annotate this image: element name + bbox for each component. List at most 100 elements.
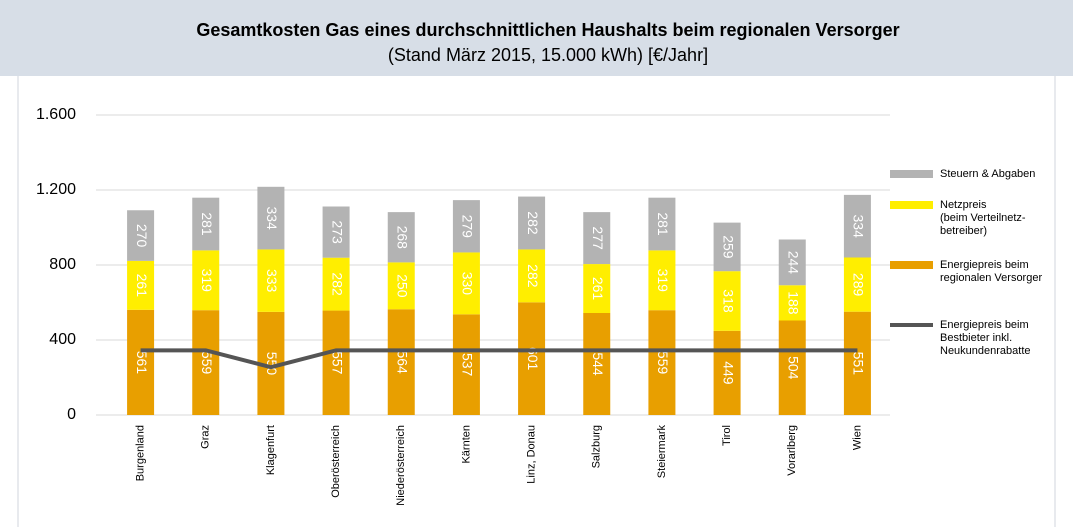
data-label: 282 [329, 272, 345, 296]
data-label: 281 [199, 212, 215, 236]
data-label: 334 [851, 215, 867, 239]
x-tick-label: Wien [851, 425, 863, 450]
bar-segment [192, 197, 220, 251]
x-tick-label: Salzburg [591, 425, 603, 468]
x-tick-label: Graz [200, 425, 212, 449]
legend-label: Energiepreis beim Bestbieter inkl. Neukund… [940, 319, 1031, 357]
x-tick-label: Burgenland [134, 425, 146, 481]
data-label: 333 [264, 269, 280, 293]
bar-segment [648, 197, 676, 251]
bar-segment [387, 262, 415, 310]
data-label: 601 [525, 347, 541, 371]
line-series [140, 348, 858, 370]
y-tick-label: 1.600 [36, 106, 76, 123]
data-label: 318 [720, 289, 736, 313]
bar-segment [583, 264, 611, 313]
data-label: 564 [395, 350, 411, 374]
bar-segment [518, 196, 546, 250]
x-tick-label: Vorarlberg [786, 425, 798, 476]
bar-segment [843, 257, 871, 312]
bar-segment [778, 320, 806, 415]
bar-segment [127, 309, 155, 415]
bar-segment [713, 222, 741, 272]
data-label: 550 [264, 352, 280, 376]
bar-segment [713, 330, 741, 415]
bar-segment [778, 239, 806, 286]
data-label: 282 [525, 211, 541, 235]
data-label: 557 [329, 351, 345, 375]
data-label: 259 [720, 235, 736, 259]
bar-segment [518, 249, 546, 303]
data-label: 319 [655, 269, 671, 293]
bar-segment [648, 310, 676, 415]
x-tick-label: Kärnten [460, 425, 472, 464]
bar-segment [322, 257, 350, 311]
x-tick-label: Oberösterreich [330, 425, 342, 498]
bar-segment [127, 260, 155, 310]
x-tick-label: Linz, Donau [525, 425, 537, 484]
x-tick-label: Steiermark [656, 425, 668, 479]
data-label: 330 [460, 272, 476, 296]
data-label: 559 [199, 351, 215, 375]
data-label: 551 [851, 352, 867, 376]
data-label: 334 [264, 206, 280, 230]
bar-segment [387, 309, 415, 415]
bar-segment [452, 200, 480, 253]
bar-segment [322, 206, 350, 258]
bar-segment [648, 250, 676, 311]
data-label: 261 [590, 277, 606, 301]
title-band [0, 0, 1073, 76]
data-label: 537 [460, 353, 476, 377]
data-label: 281 [655, 212, 671, 236]
bar-segment [192, 310, 220, 415]
bar-segment [452, 314, 480, 415]
bar-segment [257, 186, 285, 250]
chart-title: Gesamtkosten Gas eines durchschnittliche… [196, 20, 899, 40]
data-label: 188 [786, 291, 802, 315]
y-tick-label: 0 [67, 406, 76, 423]
data-label: 279 [460, 215, 476, 239]
data-label: 261 [134, 274, 150, 298]
legend-swatch [890, 261, 933, 269]
bar-segment [778, 285, 806, 321]
legend-swatch [890, 201, 933, 209]
data-label: 270 [134, 224, 150, 248]
y-tick-label: 400 [49, 331, 76, 348]
data-label: 273 [329, 220, 345, 244]
x-tick-label: Niederösterreich [395, 425, 407, 506]
data-label: 289 [851, 273, 867, 297]
data-label: 544 [590, 352, 606, 376]
x-tick-label: Tirol [721, 425, 733, 446]
legend-label: Steuern & Abgaben [940, 168, 1035, 180]
legend-label: Netzpreis (beim Verteilnetz-betreiber) [940, 199, 1026, 237]
bar-segment [192, 250, 220, 311]
data-label: 561 [134, 351, 150, 375]
chart-subtitle: (Stand März 2015, 15.000 kWh) [€/Jahr] [388, 45, 708, 65]
data-label: 250 [395, 274, 411, 298]
data-label: 559 [655, 351, 671, 375]
data-label: 268 [395, 226, 411, 250]
x-tick-label: Klagenfurt [265, 425, 277, 475]
bar-segment [518, 302, 546, 415]
data-label: 504 [786, 356, 802, 380]
legend-swatch [890, 170, 933, 178]
bar-segment [452, 252, 480, 315]
legend-label: Energiepreis beim regionalen Versorger [940, 259, 1042, 284]
bar-segment [843, 194, 871, 258]
bar-segment [322, 310, 350, 415]
bar-segment [387, 212, 415, 263]
bar-segment [713, 271, 741, 331]
data-label: 277 [590, 226, 606, 250]
bar-segment [583, 212, 611, 265]
data-label: 244 [786, 251, 802, 275]
y-tick-label: 1.200 [36, 181, 76, 198]
y-tick-label: 800 [49, 256, 76, 273]
data-label: 319 [199, 269, 215, 293]
data-label: 282 [525, 264, 541, 288]
data-label: 449 [720, 361, 736, 385]
bar-segment [257, 249, 285, 312]
bar-segment [583, 313, 611, 415]
bar-segment [843, 311, 871, 415]
bar-segment [127, 210, 155, 261]
